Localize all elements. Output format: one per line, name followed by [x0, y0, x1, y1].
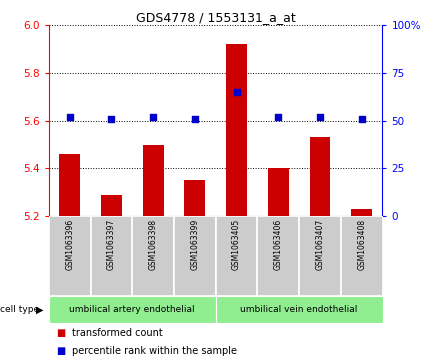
Text: GSM1063399: GSM1063399 [190, 219, 199, 270]
Bar [91, 216, 132, 296]
Text: umbilical vein endothelial: umbilical vein endothelial [241, 305, 358, 314]
Text: transformed count: transformed count [72, 328, 163, 338]
Text: percentile rank within the sample: percentile rank within the sample [72, 346, 237, 356]
Point [150, 114, 156, 120]
Bar [341, 216, 382, 296]
Text: umbilical artery endothelial: umbilical artery endothelial [69, 305, 195, 314]
Point [233, 89, 240, 95]
Text: cell type: cell type [0, 305, 42, 314]
Bar [60, 154, 80, 216]
Bar [143, 144, 164, 216]
Bar [215, 216, 258, 296]
Text: GSM1063407: GSM1063407 [315, 219, 324, 270]
Point [275, 114, 282, 120]
Text: GSM1063396: GSM1063396 [65, 219, 74, 270]
Bar [184, 180, 205, 216]
Text: ■: ■ [57, 346, 70, 356]
Bar [132, 216, 174, 296]
Point [108, 116, 115, 122]
Point [191, 116, 198, 122]
Point [317, 114, 323, 120]
Bar [215, 296, 382, 323]
Text: GSM1063408: GSM1063408 [357, 219, 366, 269]
Text: GSM1063405: GSM1063405 [232, 219, 241, 270]
Bar [268, 168, 289, 216]
Bar [309, 137, 330, 216]
Bar [101, 195, 122, 216]
Bar [49, 216, 91, 296]
Text: GSM1063398: GSM1063398 [149, 219, 158, 269]
Bar [174, 216, 215, 296]
Bar [49, 296, 215, 323]
Text: GSM1063397: GSM1063397 [107, 219, 116, 270]
Bar [351, 209, 372, 216]
Bar [226, 45, 247, 216]
Text: ▶: ▶ [36, 305, 44, 314]
Point [358, 116, 365, 122]
Bar [258, 216, 299, 296]
Text: ■: ■ [57, 328, 70, 338]
Title: GDS4778 / 1553131_a_at: GDS4778 / 1553131_a_at [136, 11, 295, 24]
Bar [299, 216, 341, 296]
Text: GSM1063406: GSM1063406 [274, 219, 283, 270]
Point [66, 114, 73, 120]
